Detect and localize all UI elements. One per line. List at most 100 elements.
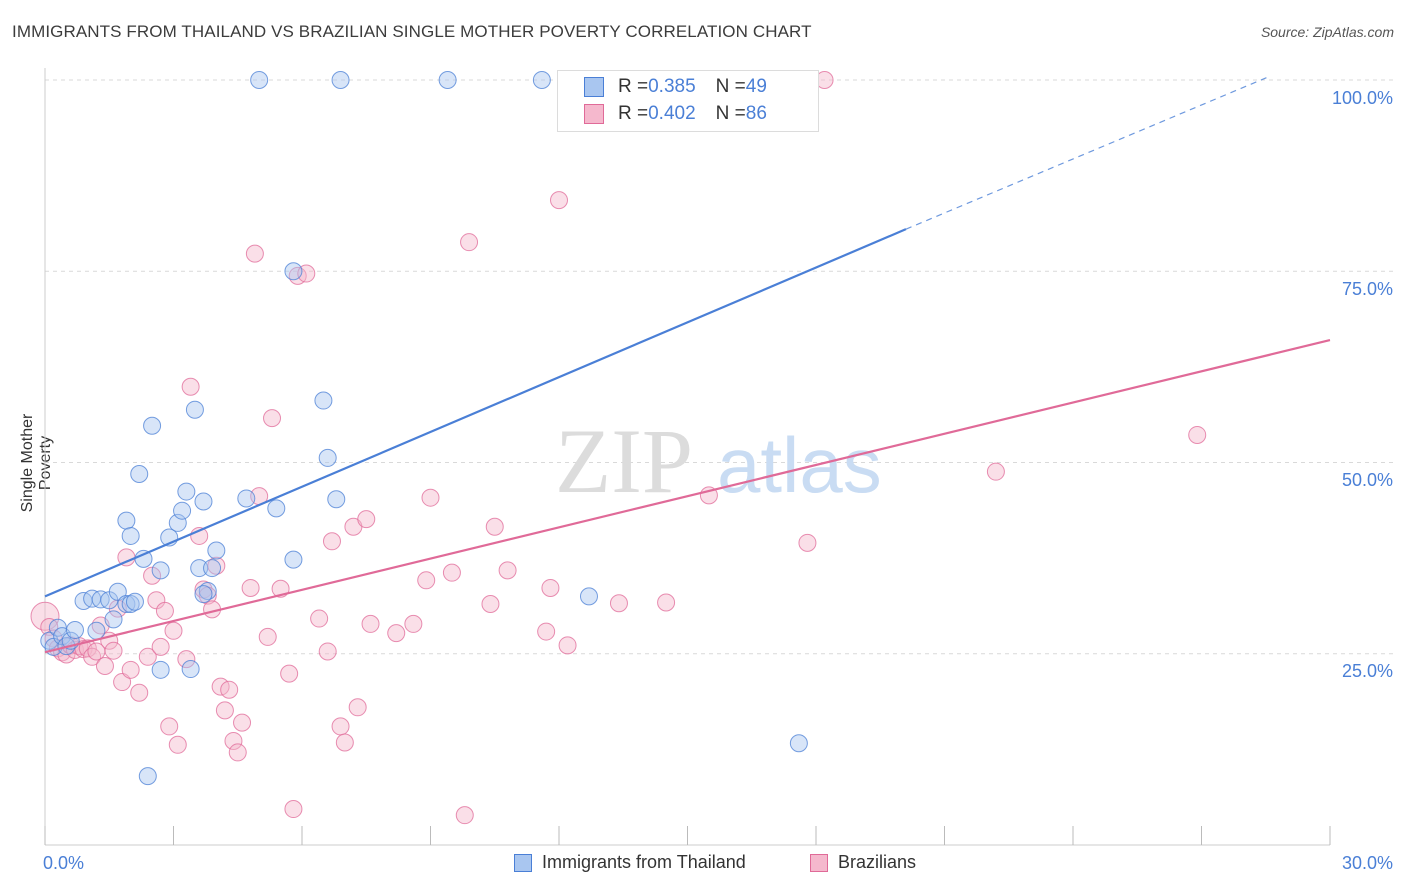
brazilian-point <box>121 660 140 679</box>
brazilian-point <box>224 731 243 750</box>
watermark-zip: ZIP <box>555 410 693 512</box>
brazilian-point <box>233 713 252 732</box>
thailand-point <box>532 71 551 89</box>
thailand-point <box>108 582 127 601</box>
thailand-point <box>117 511 136 530</box>
thailand-point <box>194 585 213 604</box>
brazilian-point <box>460 233 479 252</box>
thailand-point <box>250 71 269 89</box>
thailand-point <box>177 482 196 501</box>
thailand-point <box>327 490 346 509</box>
thailand-point <box>143 416 162 435</box>
thailand-point <box>190 559 209 578</box>
brazilian-point <box>215 701 234 720</box>
thailand-point <box>130 464 149 483</box>
brazilian-point <box>310 609 329 628</box>
brazilian-point <box>228 743 247 762</box>
brazilian-point <box>357 510 376 529</box>
thailand-legend-swatch <box>514 853 532 872</box>
thailand-point <box>267 499 286 518</box>
thailand-point <box>151 660 170 679</box>
y-tick-label: 50.0% <box>1342 470 1393 490</box>
r-label: R = <box>618 103 649 124</box>
brazilian-point <box>168 735 187 754</box>
watermark: ZIP atlas <box>555 410 882 512</box>
thailand-point <box>104 610 123 629</box>
brazilian-point <box>361 614 380 633</box>
thailand-point <box>151 561 170 580</box>
brazilian-point <box>1188 425 1207 444</box>
brazilian-point <box>986 462 1005 481</box>
thailand-point <box>284 262 303 281</box>
trend-lines <box>44 75 1331 654</box>
thailand-point <box>125 592 144 611</box>
brazilian-point <box>335 733 354 752</box>
thailand-point <box>314 391 333 410</box>
n-label: N = <box>715 103 746 124</box>
thailand-point <box>181 660 200 679</box>
thailand-trend-line <box>44 228 907 598</box>
brazilian-point <box>177 650 196 669</box>
r-value: 0.402 <box>648 103 696 124</box>
thailand-point <box>173 501 192 520</box>
r-value: 0.385 <box>648 76 696 97</box>
brazilian-point <box>481 595 500 614</box>
brazilian-point <box>284 800 303 819</box>
brazilian-point <box>181 377 200 396</box>
legend-item-thailand[interactable]: Immigrants from Thailand <box>514 852 746 873</box>
thailand-point <box>194 492 213 511</box>
brazilian-point <box>164 621 183 640</box>
brazilian-point <box>417 571 436 590</box>
brazilian-point <box>558 636 577 655</box>
brazilian-point <box>550 191 568 210</box>
thailand-point <box>331 71 350 89</box>
brazilian-point <box>541 578 560 597</box>
source-credit: Source: ZipAtlas.com <box>1260 24 1394 40</box>
correlation-legend: R = 0.385 N = 49 R = 0.402 N = 86 <box>557 70 819 132</box>
legend-label: Brazilians <box>838 852 917 872</box>
brazilian-point <box>151 637 170 656</box>
brazilian-point <box>104 641 123 660</box>
thailand-trend-extension <box>905 75 1271 230</box>
brazilians-trend-line <box>44 339 1331 654</box>
thailand-point <box>789 734 808 753</box>
n-label: N = <box>715 76 746 97</box>
brazilian-point <box>609 594 628 613</box>
brazilian-point <box>318 642 337 661</box>
thailand-point <box>284 550 303 569</box>
brazilians-points <box>30 71 1207 825</box>
y-tick-label: 100.0% <box>1332 88 1393 108</box>
brazilian-point <box>322 532 341 551</box>
watermark-atlas: atlas <box>717 421 882 509</box>
brazilian-point <box>455 806 474 825</box>
brazilian-point <box>657 593 676 612</box>
thailand-point <box>438 71 457 89</box>
brazilian-point <box>421 488 440 507</box>
brazilian-point <box>348 698 367 717</box>
r-label: R = <box>618 76 649 97</box>
brazilian-point <box>155 601 174 620</box>
brazilian-point <box>263 409 282 428</box>
brazilian-point <box>138 647 157 666</box>
brazilian-point <box>485 517 504 536</box>
brazilian-point <box>95 656 114 675</box>
n-value: 49 <box>745 76 767 97</box>
thailand-point <box>185 400 204 419</box>
brazilian-point <box>258 627 277 646</box>
thailand-point <box>168 513 187 532</box>
legend-label: Immigrants from Thailand <box>542 852 746 872</box>
thailand-point <box>579 587 598 606</box>
thailand-point <box>121 526 140 545</box>
thailand-point <box>318 448 337 467</box>
brazilian-point <box>113 673 132 692</box>
brazilian-point <box>130 683 149 702</box>
brazilian-point <box>498 561 517 580</box>
brazilian-point <box>280 664 299 683</box>
brazilian-point <box>143 566 162 585</box>
thailand-points <box>40 71 808 786</box>
brazilians-swatch <box>584 104 604 124</box>
tick-labels: 25.0% 50.0% 75.0% 100.0% 0.0% 30.0% <box>43 88 1393 873</box>
thailand-point <box>203 559 222 578</box>
legend-item-brazilians[interactable]: Brazilians <box>810 852 916 873</box>
